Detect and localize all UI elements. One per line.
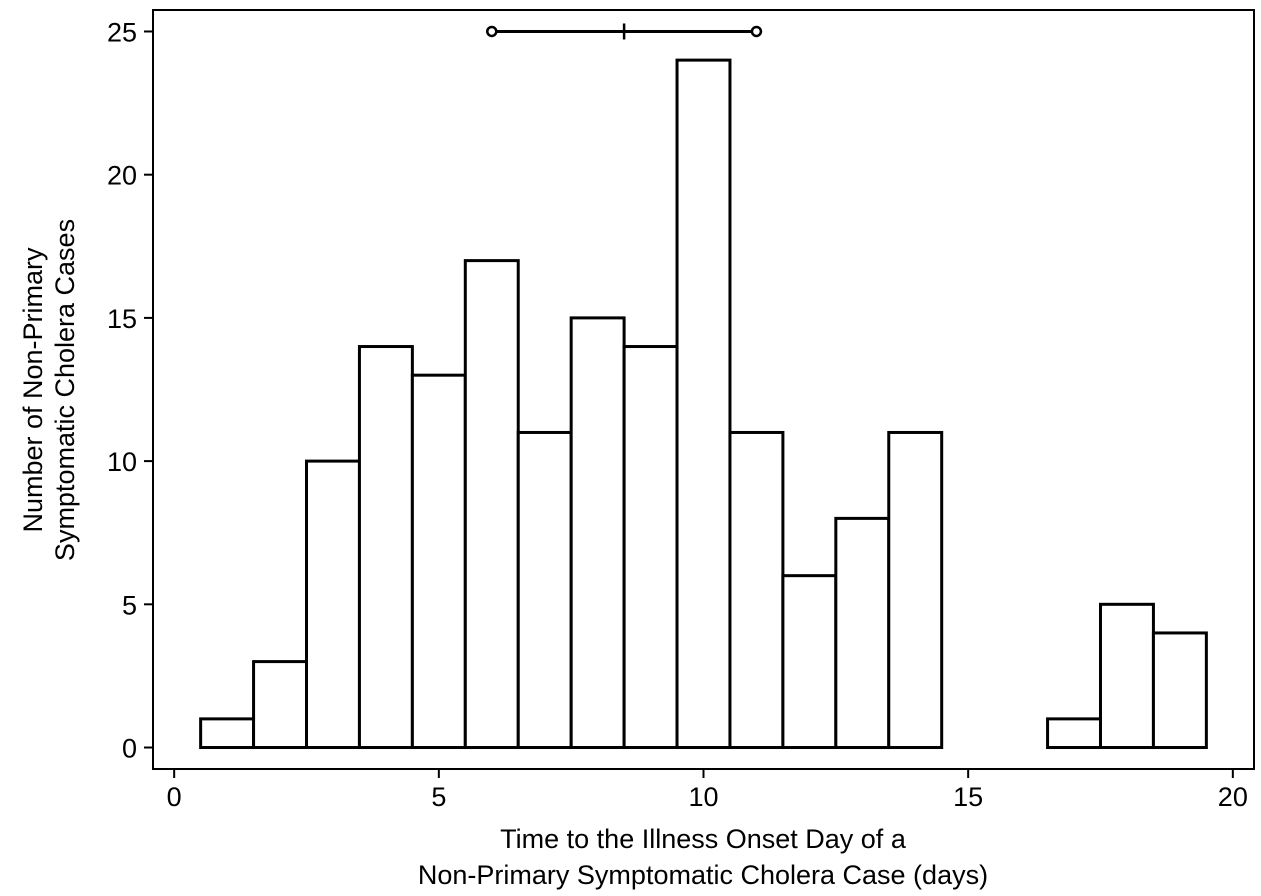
y-tick-label: 25 [107,17,137,47]
histogram-bar [569,316,626,750]
histogram-bar [1098,602,1155,750]
x-tick-label: 0 [167,782,182,812]
y-axis: 0 5 10 15 20 25 [107,17,153,764]
histogram-bar [1151,631,1208,750]
range-marker [486,23,763,40]
histogram-bar [834,516,891,750]
histogram-bar [728,430,785,750]
histogram-bar [357,345,414,750]
y-axis-title-line-2: Symptomatic Cholera Cases [50,219,80,561]
range-marker-low-end [486,25,498,38]
x-axis: 0 5 10 15 20 [167,769,1248,812]
y-tick-label: 5 [122,590,137,620]
x-tick-label: 10 [688,782,718,812]
y-axis-title-line-1: Number of Non-Primary [18,247,48,533]
y-tick-label: 15 [107,304,137,334]
histogram-bar [199,717,256,750]
x-axis-title-line-2: Non-Primary Symptomatic Cholera Case (da… [418,860,988,890]
histogram-bar [516,430,573,750]
x-axis-title-line-1: Time to the Illness Onset Day of a [500,824,907,854]
histogram-bar [675,58,732,750]
x-tick-label: 15 [953,782,983,812]
y-tick-label: 20 [107,161,137,191]
histogram-bar [252,660,309,750]
histogram-bar [1046,717,1102,750]
histogram-bar [410,373,467,750]
range-marker-high-end [750,25,763,38]
histogram-bar [622,345,679,750]
bars-group [199,58,1208,750]
histogram-bar [887,430,944,750]
x-tick-label: 5 [431,782,446,812]
histogram-bar [463,259,520,750]
x-tick-label: 20 [1218,782,1248,812]
histogram-bar [781,574,838,750]
y-tick-label: 0 [122,734,137,764]
y-tick-label: 10 [107,447,137,477]
histogram-bar [305,459,361,750]
